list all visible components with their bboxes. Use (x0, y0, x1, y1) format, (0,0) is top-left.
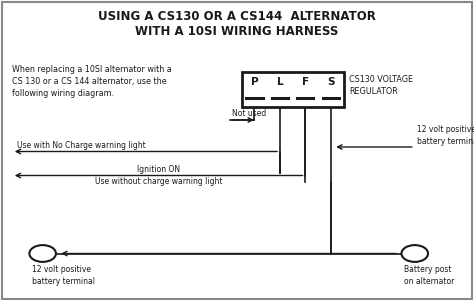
Text: CS130 VOLTAGE
REGULATOR: CS130 VOLTAGE REGULATOR (349, 75, 413, 95)
Text: P: P (251, 77, 258, 87)
Circle shape (401, 245, 428, 262)
Text: S: S (327, 77, 335, 87)
Text: WITH A 10SI WIRING HARNESS: WITH A 10SI WIRING HARNESS (135, 25, 339, 38)
Text: 12 volt positive
battery terminal: 12 volt positive battery terminal (417, 125, 474, 146)
Text: When replacing a 10SI alternator with a
CS 130 or a CS 144 alternator, use the
f: When replacing a 10SI alternator with a … (12, 64, 172, 98)
Text: F: F (302, 77, 309, 87)
Text: USING A CS130 OR A CS144  ALTERNATOR: USING A CS130 OR A CS144 ALTERNATOR (98, 10, 376, 23)
Text: Battery post
on alternator: Battery post on alternator (404, 265, 454, 286)
Text: L: L (277, 77, 283, 87)
Circle shape (29, 245, 56, 262)
Text: Not used: Not used (232, 110, 266, 118)
Text: 12 volt positive
battery terminal: 12 volt positive battery terminal (32, 265, 95, 286)
Text: Use without charge warning light: Use without charge warning light (95, 177, 222, 186)
Text: Use with No Charge warning light: Use with No Charge warning light (17, 141, 146, 150)
Bar (242, 72, 344, 106)
Text: Ignition ON: Ignition ON (137, 165, 180, 174)
